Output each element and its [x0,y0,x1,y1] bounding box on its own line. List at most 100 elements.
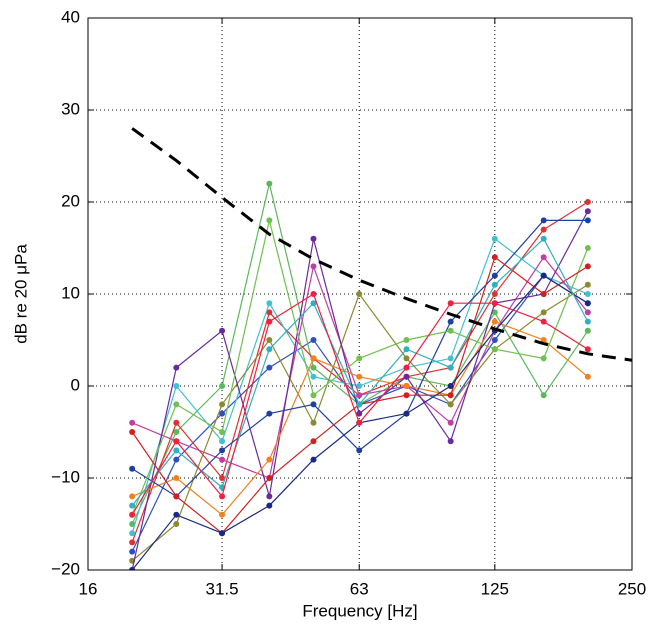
data-point [266,475,273,481]
data-point [310,373,317,380]
data-point [219,475,226,481]
data-point [491,337,498,343]
data-point [491,281,498,288]
data-point [173,401,180,408]
data-point [310,337,317,343]
data-point [491,291,498,297]
data-point [219,456,226,463]
data-point [310,291,317,297]
data-point [219,401,226,408]
data-point [403,364,410,371]
data-point [491,272,498,279]
data-point [310,419,317,426]
data-point [540,337,547,343]
data-point [173,419,180,426]
data-point [266,456,273,463]
data-point [584,208,591,215]
data-point [584,300,591,307]
y-tick-label: −10 [51,467,80,486]
data-point [266,309,273,316]
data-point [129,567,136,570]
data-point [356,401,363,408]
y-tick-label: 0 [71,375,80,394]
data-point [219,410,226,417]
data-point [447,327,454,334]
data-point [173,438,180,445]
data-point [447,318,454,325]
data-point [491,235,498,242]
data-point [219,438,226,445]
data-point [310,235,317,242]
data-point [584,318,591,325]
y-tick-label: 40 [61,7,80,26]
x-tick-label: 63 [350,579,369,598]
x-tick-label: 16 [79,579,98,598]
data-point [403,373,410,380]
threshold-line [131,127,632,362]
data-point [129,419,136,426]
data-point [266,180,273,187]
x-tick-label: 250 [618,579,646,598]
data-point [173,511,180,518]
data-point [219,327,226,334]
data-point [310,300,317,307]
data-point [447,300,454,307]
data-point [447,383,454,389]
data-point [403,392,410,399]
data-point [173,456,180,463]
y-axis-label: dB re 20 μPa [11,244,30,344]
y-tick-label: 30 [61,99,80,118]
y-tick-label: 20 [61,191,80,210]
data-point [219,511,226,518]
data-point [584,373,591,380]
data-point [584,263,591,270]
data-point [584,291,591,297]
data-point [266,300,273,307]
data-point [219,447,226,454]
x-tick-label: 31.5 [206,579,239,598]
data-point [584,309,591,316]
data-point [129,502,136,509]
data-point [266,502,273,509]
data-point [491,346,498,353]
data-point [356,447,363,454]
data-point [491,300,498,307]
data-point [584,199,591,205]
data-point [447,355,454,362]
data-point [447,419,454,426]
data-point [584,327,591,334]
data-point [266,318,273,325]
data-point [447,438,454,445]
data-point [356,383,363,389]
data-point [584,217,591,224]
data-point [266,337,273,343]
data-point [266,217,273,224]
data-point [310,392,317,399]
data-point [540,318,547,325]
data-point [173,383,180,389]
data-point [447,364,454,371]
data-point [491,318,498,325]
data-point [129,493,136,500]
x-tick-label: 125 [481,579,509,598]
data-point [447,392,454,399]
data-point [173,493,180,500]
data-point [356,392,363,399]
data-point [266,364,273,371]
data-point [173,447,180,454]
data-point [310,263,317,270]
data-point [403,355,410,362]
data-point [540,355,547,362]
data-point [356,410,363,417]
data-point [310,364,317,371]
data-point [266,346,273,353]
data-point [129,539,136,546]
data-point [173,521,180,527]
y-tick-label: −20 [51,559,80,578]
data-point [584,346,591,353]
data-point [447,401,454,408]
data-point [173,429,180,435]
data-point [356,373,363,380]
data-point [540,235,547,242]
data-point [540,392,547,399]
